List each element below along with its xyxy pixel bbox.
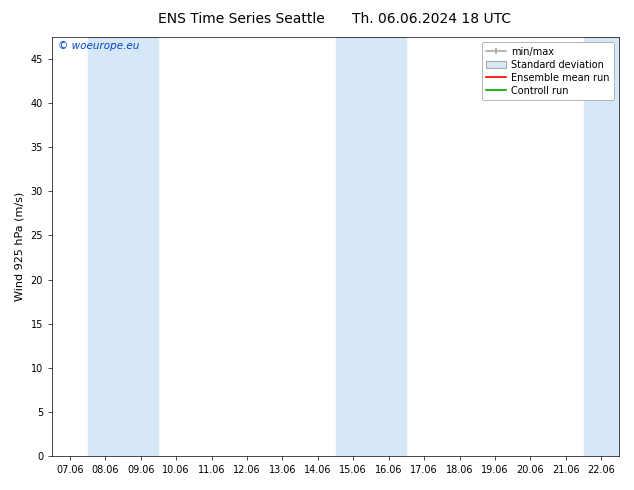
Bar xyxy=(123,37,158,456)
Text: Th. 06.06.2024 18 UTC: Th. 06.06.2024 18 UTC xyxy=(352,12,510,26)
Text: ENS Time Series Seattle: ENS Time Series Seattle xyxy=(157,12,325,26)
Bar xyxy=(335,37,371,456)
Text: © woeurope.eu: © woeurope.eu xyxy=(58,41,139,51)
Y-axis label: Wind 925 hPa (m/s): Wind 925 hPa (m/s) xyxy=(15,192,25,301)
Legend: min/max, Standard deviation, Ensemble mean run, Controll run: min/max, Standard deviation, Ensemble me… xyxy=(482,42,614,100)
Bar xyxy=(583,37,619,456)
Bar xyxy=(87,37,123,456)
Bar xyxy=(371,37,406,456)
